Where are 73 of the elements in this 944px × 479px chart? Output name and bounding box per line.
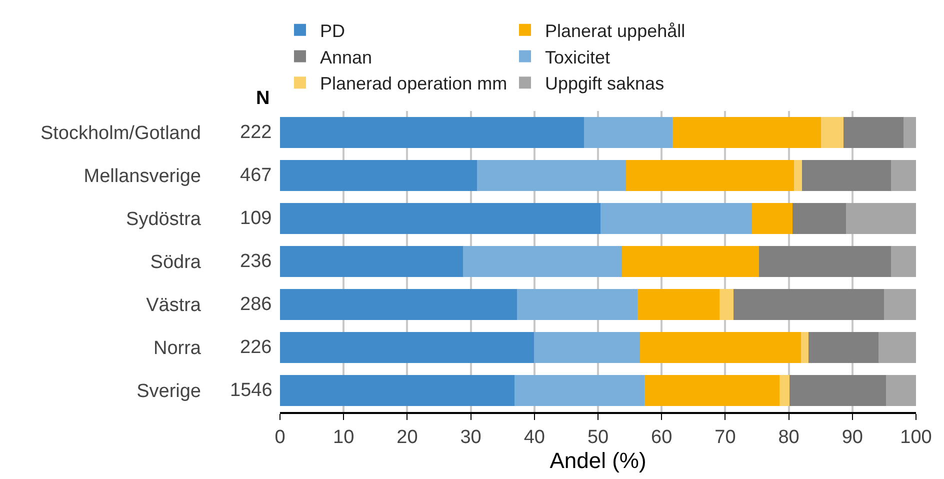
legend-label: PD [320,20,346,41]
x-tick-label: 80 [778,426,800,448]
x-tick-label: 100 [900,426,932,448]
bar [280,160,478,191]
y-tick-label: Stockholm/Gotland [40,123,201,144]
x-tick-label: 70 [714,426,736,448]
bar [884,289,916,320]
bar [672,117,822,148]
text: 109 [240,208,272,229]
x-tick-label: 30 [460,426,482,448]
bar [878,332,916,363]
bar [280,289,518,320]
bar [733,289,884,320]
bar [891,246,916,277]
bar [800,332,809,363]
legend-label: Uppgift saknas [545,74,664,94]
x-tick-label: 10 [333,426,354,448]
y-tick-label: Sverige [136,381,201,402]
bar [891,160,916,191]
y-tick-label: Södra [150,252,202,274]
bar [792,203,846,234]
legend-label: Planerad operation mm [320,74,508,94]
legend-label: Planerat uppehåll [545,20,686,41]
x-tick-label: 20 [396,426,418,448]
text: 286 [240,294,272,315]
text: 236 [240,251,272,272]
legend-label: Annan [320,47,372,68]
bar [821,117,844,148]
bar [280,117,584,148]
bar [584,117,672,148]
bar [846,203,916,234]
bar [463,246,622,277]
bar [280,203,601,234]
bar [517,289,638,320]
text: 222 [240,122,272,143]
bar [886,375,916,406]
y-tick-label: Mellansverige [84,166,201,188]
bar [758,246,892,277]
bar [794,160,802,191]
bar [637,289,720,320]
bar [903,117,916,148]
text: 1546 [230,380,272,401]
bar [802,160,892,191]
x-tick-label: 40 [524,426,545,448]
bar [808,332,878,363]
bar [477,160,626,191]
bar [280,375,515,406]
bar [779,375,790,406]
x-tick-label: 50 [587,426,609,448]
bar [534,332,640,363]
bar [514,375,644,406]
bar [600,203,752,234]
bar [789,375,886,406]
bar [644,375,780,406]
text: 226 [240,337,272,358]
bar [640,332,801,363]
bar [622,246,759,277]
x-tick-label: 90 [842,426,863,448]
bar [844,117,904,148]
y-tick-label: Sydöstra [126,209,202,230]
x-tick-label: 0 [274,426,286,448]
bar [752,203,793,234]
bar [626,160,794,191]
text: 467 [240,165,272,186]
bar [280,332,534,363]
x-axis-title: Andel (%) [550,448,646,473]
legend-label: Toxicitet [545,47,610,68]
bar [280,246,464,277]
text: N [256,88,270,109]
y-tick-label: Norra [153,338,202,360]
x-tick-label: 60 [651,426,672,448]
bar [719,289,734,320]
y-tick-label: Västra [146,295,202,316]
